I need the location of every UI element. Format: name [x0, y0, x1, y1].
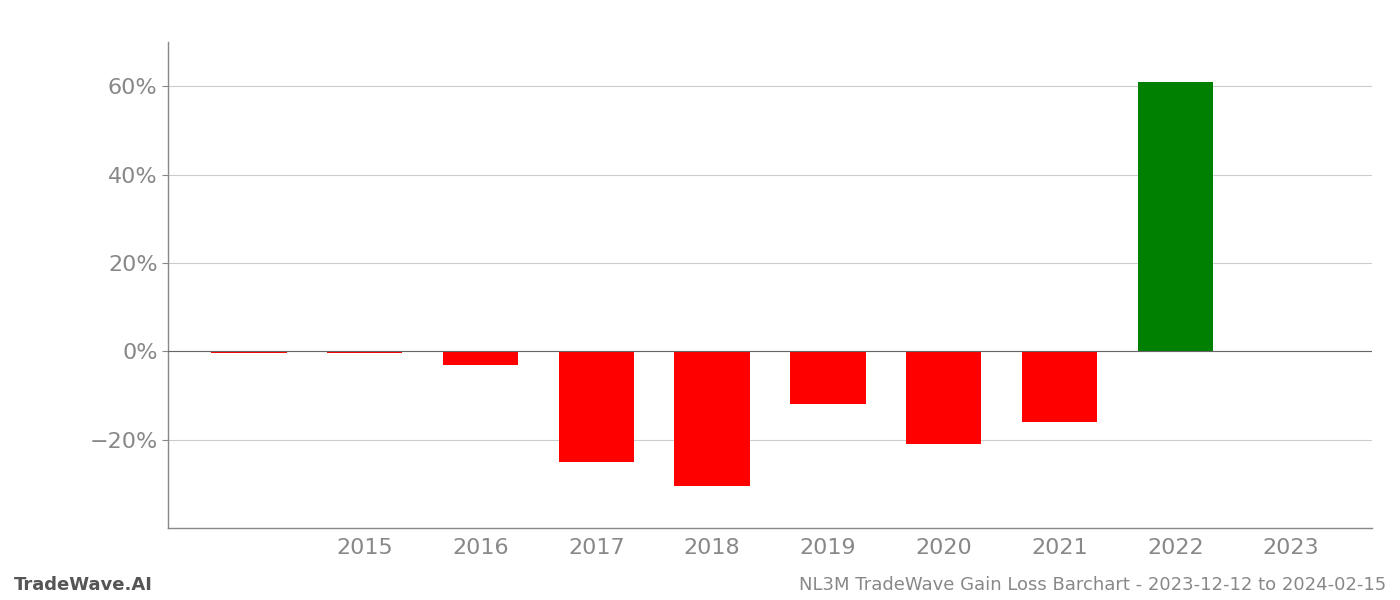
Bar — [442, 351, 518, 365]
Bar — [211, 351, 287, 353]
Bar — [906, 351, 981, 444]
Bar — [559, 351, 634, 462]
Text: TradeWave.AI: TradeWave.AI — [14, 576, 153, 594]
Bar — [1022, 351, 1098, 422]
Bar — [328, 351, 402, 353]
Bar — [675, 351, 750, 486]
Text: NL3M TradeWave Gain Loss Barchart - 2023-12-12 to 2024-02-15: NL3M TradeWave Gain Loss Barchart - 2023… — [799, 576, 1386, 594]
Bar — [1138, 82, 1212, 351]
Bar — [790, 351, 865, 404]
